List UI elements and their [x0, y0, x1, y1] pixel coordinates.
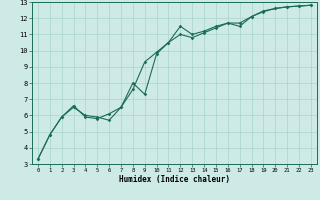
X-axis label: Humidex (Indice chaleur): Humidex (Indice chaleur) — [119, 175, 230, 184]
